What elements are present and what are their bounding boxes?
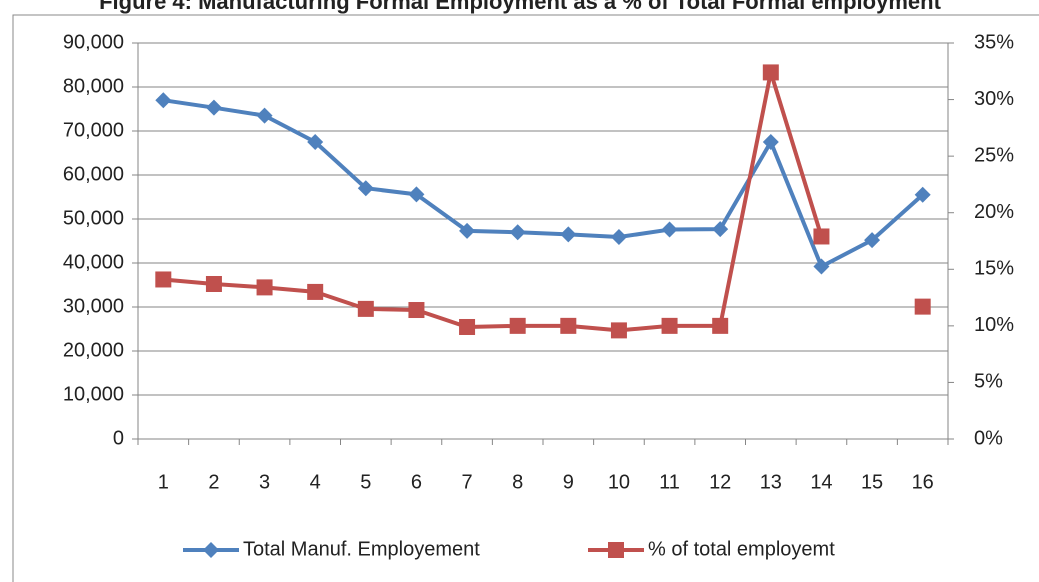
data-point [357, 180, 374, 197]
x-tick-label: 6 [411, 471, 422, 493]
data-point [610, 322, 627, 339]
series-line [163, 98, 925, 269]
data-point [560, 317, 577, 334]
data-point [408, 302, 425, 319]
y2-tick-label: 0% [974, 427, 1003, 449]
y2-tick-label: 15% [974, 258, 1014, 280]
data-point [762, 134, 779, 150]
x-tick-label: 1 [158, 471, 169, 493]
x-tick-label: 4 [310, 471, 321, 493]
y-tick-label: 10,000 [63, 383, 124, 405]
legend-marker [608, 542, 624, 558]
data-point [155, 92, 172, 109]
data-point [459, 318, 476, 335]
y-tick-label: 0 [113, 427, 124, 449]
data-point [914, 186, 931, 203]
y-tick-label: 30,000 [63, 295, 124, 317]
chart-border [12, 14, 1039, 582]
data-point [813, 228, 830, 245]
x-tick-label: 15 [861, 471, 883, 493]
data-point [914, 298, 931, 315]
y2-tick-label: 25% [974, 144, 1014, 166]
x-tick-label: 16 [912, 471, 934, 493]
data-point [408, 186, 425, 203]
x-tick-label: 7 [462, 471, 473, 493]
x-tick-label: 5 [360, 471, 371, 493]
x-tick-label: 2 [208, 471, 219, 493]
y-tick-label: 20,000 [63, 339, 124, 361]
data-point [155, 271, 172, 288]
legend-label: Total Manuf. Employement [243, 538, 480, 560]
chart-title: Figure 4: Manufacturing Formal Employmen… [99, 0, 941, 14]
data-point [813, 258, 830, 275]
data-point [610, 229, 627, 246]
x-tick-label: 8 [512, 471, 523, 493]
data-point [560, 226, 577, 243]
data-point [509, 317, 526, 334]
data-point [509, 224, 526, 241]
x-tick-label: 10 [608, 471, 630, 493]
data-point [256, 107, 273, 124]
data-point [661, 317, 678, 334]
data-point [661, 221, 678, 238]
data-point [307, 134, 324, 150]
y-tick-label: 50,000 [63, 207, 124, 229]
x-tick-label: 9 [563, 471, 574, 493]
data-point [459, 222, 476, 239]
y-tick-label: 40,000 [63, 251, 124, 273]
legend-marker [203, 542, 219, 558]
x-tick-label: 12 [709, 471, 731, 493]
y2-tick-label: 20% [974, 201, 1014, 223]
y2-tick-label: 5% [974, 371, 1003, 393]
data-point [712, 221, 729, 238]
data-point [357, 300, 374, 317]
data-point [762, 64, 779, 81]
x-tick-label: 13 [760, 471, 782, 493]
y2-tick-label: 35% [974, 31, 1014, 53]
series-line [163, 72, 922, 330]
data-point [307, 283, 324, 300]
data-point [205, 275, 222, 292]
y2-tick-label: 30% [974, 88, 1014, 110]
data-point [205, 99, 222, 116]
data-point [864, 232, 881, 249]
y-tick-label: 60,000 [63, 163, 124, 185]
y2-tick-label: 10% [974, 314, 1014, 336]
y-tick-label: 70,000 [63, 119, 124, 141]
y-tick-label: 90,000 [63, 31, 124, 53]
data-point [712, 317, 729, 334]
y-tick-label: 80,000 [63, 75, 124, 97]
x-tick-label: 14 [810, 471, 832, 493]
x-tick-label: 3 [259, 471, 270, 493]
x-tick-label: 11 [659, 471, 680, 493]
data-point [256, 279, 273, 296]
legend-label: % of total employemt [648, 538, 835, 560]
